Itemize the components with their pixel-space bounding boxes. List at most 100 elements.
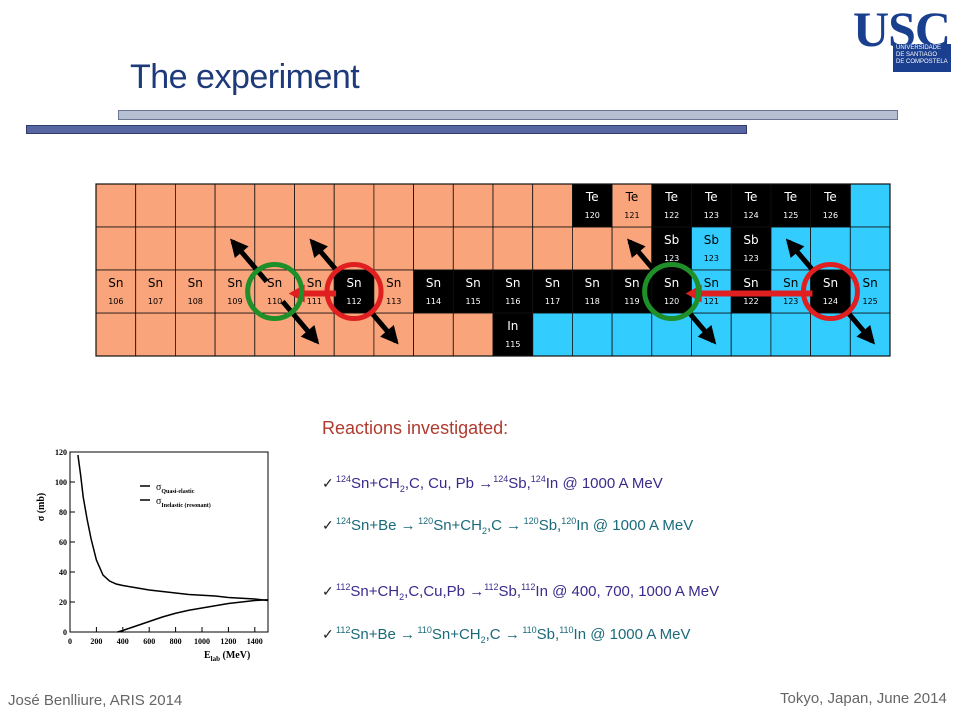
- nuclide-cell: [572, 183, 613, 228]
- arrow-right-icon: →: [504, 626, 520, 643]
- nuclide-element: Sn: [545, 276, 560, 290]
- x-axis-label: Elab (MeV): [204, 650, 250, 663]
- reaction-2: ✓ 124Sn+Be → 120Sn+CH2,C → 120Sb,120In @ …: [322, 516, 694, 536]
- chart-cell-bg: [294, 183, 335, 228]
- y-tick-label: 0: [63, 628, 67, 637]
- highlight-circle: [324, 262, 384, 321]
- arrow-right-icon: →: [400, 517, 416, 534]
- nuclide-cell: [452, 269, 494, 314]
- nuclide-element: Sn: [743, 276, 758, 290]
- nuclide-element: Sn: [664, 276, 679, 290]
- nuclide-mass: 120: [585, 211, 600, 220]
- chart-cell-bg: [452, 226, 494, 271]
- nuclide-cell: [95, 269, 137, 314]
- nuclide-cell: [492, 312, 534, 357]
- nuclide-element: Te: [585, 190, 599, 204]
- nuclide-cell: [651, 183, 692, 228]
- nuclide-mass: 121: [624, 211, 639, 220]
- decay-arrow: [627, 238, 666, 284]
- nuclide-element: Sn: [505, 276, 520, 290]
- chart-border: [95, 183, 891, 357]
- nuclide-mass: 123: [704, 211, 719, 220]
- decay-arrow: [677, 299, 717, 345]
- check-icon: ✓: [322, 626, 334, 642]
- nuclide-mass: 123: [743, 254, 758, 263]
- nuclide-mass: 122: [664, 211, 679, 220]
- page-title: The experiment: [130, 58, 360, 96]
- nuclide-element: Te: [744, 190, 758, 204]
- highlight-circle: [642, 262, 702, 321]
- chart-cell-bg: [174, 226, 216, 271]
- nuclide-mass: 122: [743, 297, 758, 306]
- title-underline-light: [118, 110, 898, 120]
- nuclide-mass: 123: [704, 254, 719, 263]
- decay-arrow: [785, 238, 825, 284]
- nuclide-cell: [730, 226, 772, 271]
- nuclide-mass: 112: [346, 297, 361, 306]
- chart-cell-bg: [254, 183, 295, 228]
- chart-cell-bg: [492, 183, 534, 228]
- chart-cell-bg: [492, 226, 534, 271]
- nuclide-element: Sn: [585, 276, 600, 290]
- nuclide-cell: [691, 183, 732, 228]
- footer-author: José Benlliure, ARIS 2014: [8, 692, 183, 709]
- chart-cell-bg: [730, 312, 772, 357]
- decay-arrow: [230, 238, 269, 284]
- nuclide-element: Te: [823, 190, 837, 204]
- chart-cell-bg: [572, 226, 613, 271]
- chart-cell-bg: [135, 183, 176, 228]
- chart-cell-bg: [95, 226, 137, 271]
- nuclide-mass: 120: [664, 297, 679, 306]
- check-icon: ✓: [322, 517, 334, 533]
- nuclide-mass: 115: [466, 297, 481, 306]
- chart-cell-bg: [532, 226, 573, 271]
- nuclide-mass: 124: [823, 297, 838, 306]
- nuclide-mass: 106: [108, 297, 123, 306]
- chart-cell-bg: [95, 312, 137, 357]
- chart-cell-bg: [174, 183, 216, 228]
- nuclide-mass: 111: [307, 297, 322, 306]
- chart-cell-bg: [770, 312, 812, 357]
- chart-cell-bg: [135, 226, 176, 271]
- chart-cell-bg: [135, 312, 176, 357]
- x-tick-label: 400: [117, 637, 129, 646]
- reactions-heading: Reactions investigated:: [322, 418, 509, 438]
- x-tick-label: 1200: [220, 637, 236, 646]
- nuclide-element: Sn: [466, 276, 481, 290]
- nuclide-element: Sn: [227, 276, 242, 290]
- decay-arrow: [836, 299, 876, 345]
- nuclide-element: Sb: [743, 233, 758, 247]
- nuclide-mass: 119: [624, 297, 639, 306]
- nuclide-mass: 117: [545, 297, 560, 306]
- series-line: [117, 599, 269, 633]
- nuclide-element: Sb: [664, 233, 679, 247]
- nuclide-cell: [174, 269, 216, 314]
- legend-label: σQuasi-elastic: [156, 482, 195, 495]
- nuclide-element: In: [507, 319, 518, 333]
- nuclide-mass: 115: [505, 340, 520, 349]
- logo-box: UNIVERSIDADE DE SANTIAGO DE COMPOSTELA: [893, 44, 951, 72]
- highlight-circle: [800, 262, 860, 321]
- nuclide-mass: 116: [505, 297, 520, 306]
- nuclide-element: Te: [625, 190, 639, 204]
- nuclide-cell: [492, 269, 534, 314]
- nuclide-cell: [691, 226, 732, 271]
- decay-arrow: [309, 238, 348, 284]
- nuclide-mass: 123: [664, 254, 679, 263]
- nuclide-element: Sb: [704, 233, 719, 247]
- chart-cell-bg: [611, 312, 653, 357]
- y-tick-label: 40: [59, 568, 67, 577]
- cross-section-plot: 0 200 400 600 800 1000 1200 1400 0 20 40 60 80 100 120…: [36, 448, 269, 663]
- nuclide-cell: [135, 269, 176, 314]
- nuclide-element: Sn: [386, 276, 401, 290]
- nuclide-element: Sn: [823, 276, 838, 290]
- nuclide-mass: 114: [426, 297, 441, 306]
- nuclide-mass: 125: [783, 211, 798, 220]
- arrow-right-icon: →: [506, 517, 522, 534]
- nuclide-element: Sn: [426, 276, 441, 290]
- y-tick-label: 100: [55, 478, 67, 487]
- check-icon: ✓: [322, 475, 334, 491]
- chart-cell-bg: [532, 183, 573, 228]
- nuclide-mass: 124: [743, 211, 758, 220]
